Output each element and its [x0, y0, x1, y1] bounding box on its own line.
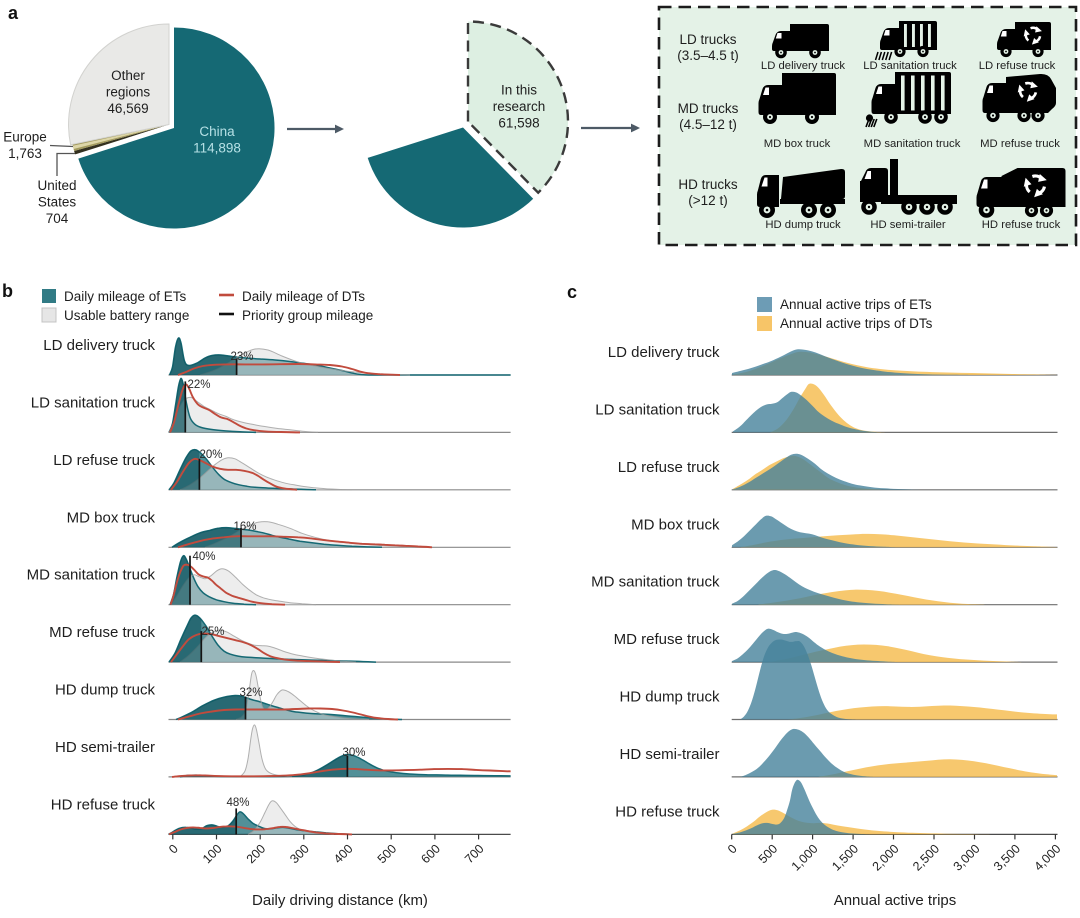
svg-text:704: 704 — [46, 211, 69, 226]
svg-text:30%: 30% — [342, 747, 365, 759]
svg-text:22%: 22% — [187, 379, 210, 391]
svg-text:a: a — [8, 3, 19, 23]
svg-text:Daily mileage of DTs: Daily mileage of DTs — [242, 289, 365, 304]
svg-text:114,898: 114,898 — [193, 141, 241, 156]
svg-text:MD box truck: MD box truck — [764, 138, 831, 150]
svg-text:LD delivery truck: LD delivery truck — [761, 60, 845, 72]
svg-text:c: c — [567, 282, 577, 302]
svg-text:Priority group mileage: Priority group mileage — [242, 308, 373, 323]
svg-text:61,598: 61,598 — [498, 116, 539, 131]
svg-text:(3.5–4.5 t): (3.5–4.5 t) — [677, 48, 739, 63]
svg-text:32%: 32% — [239, 687, 262, 699]
svg-text:LD sanitation truck: LD sanitation truck — [31, 394, 156, 411]
svg-text:Annual active trips: Annual active trips — [834, 892, 957, 909]
svg-text:LD delivery truck: LD delivery truck — [608, 344, 720, 361]
svg-text:(4.5–12 t): (4.5–12 t) — [679, 117, 737, 132]
svg-text:LD trucks: LD trucks — [679, 32, 736, 47]
svg-text:HD refuse truck: HD refuse truck — [982, 219, 1061, 231]
svg-text:United: United — [37, 178, 76, 193]
svg-text:LD delivery truck: LD delivery truck — [43, 337, 155, 354]
svg-text:Other: Other — [111, 68, 145, 83]
svg-text:HD dump truck: HD dump truck — [619, 689, 720, 706]
svg-text:20%: 20% — [199, 449, 222, 461]
svg-text:40%: 40% — [192, 551, 215, 563]
svg-text:LD refuse truck: LD refuse truck — [618, 459, 720, 476]
svg-text:Usable battery range: Usable battery range — [64, 308, 189, 323]
svg-text:MD sanitation truck: MD sanitation truck — [27, 567, 156, 584]
svg-text:46,569: 46,569 — [107, 101, 148, 116]
svg-text:LD refuse truck: LD refuse truck — [979, 60, 1056, 72]
svg-text:b: b — [2, 281, 13, 301]
svg-text:(>12 t): (>12 t) — [688, 193, 727, 208]
svg-text:1,763: 1,763 — [8, 146, 42, 161]
svg-text:HD refuse truck: HD refuse truck — [615, 803, 720, 820]
svg-text:China: China — [199, 124, 235, 139]
svg-text:Daily driving distance (km): Daily driving distance (km) — [252, 892, 428, 909]
svg-text:MD sanitation truck: MD sanitation truck — [591, 574, 720, 591]
svg-text:HD dump truck: HD dump truck — [55, 682, 156, 699]
svg-text:LD sanitation truck: LD sanitation truck — [595, 401, 720, 418]
svg-text:In this: In this — [501, 83, 537, 98]
svg-text:HD semi-trailer: HD semi-trailer — [619, 746, 719, 763]
svg-text:MD refuse truck: MD refuse truck — [980, 138, 1060, 150]
svg-text:MD trucks: MD trucks — [678, 101, 739, 116]
svg-text:Annual active trips of DTs: Annual active trips of DTs — [780, 316, 933, 331]
svg-text:MD refuse truck: MD refuse truck — [614, 631, 720, 648]
svg-text:23%: 23% — [230, 351, 253, 363]
svg-text:HD dump truck: HD dump truck — [765, 219, 841, 231]
svg-text:HD refuse truck: HD refuse truck — [51, 796, 156, 813]
svg-text:LD sanitation truck: LD sanitation truck — [863, 60, 957, 72]
svg-text:research: research — [493, 99, 546, 114]
svg-text:25%: 25% — [201, 626, 224, 638]
svg-text:Europe: Europe — [3, 130, 47, 145]
svg-text:MD box truck: MD box truck — [67, 509, 156, 526]
svg-text:HD trucks: HD trucks — [678, 177, 738, 192]
svg-text:HD semi-trailer: HD semi-trailer — [870, 219, 946, 231]
svg-text:Annual active trips of ETs: Annual active trips of ETs — [780, 297, 932, 312]
svg-text:regions: regions — [106, 85, 151, 100]
svg-text:MD box truck: MD box truck — [631, 516, 720, 533]
svg-text:MD refuse truck: MD refuse truck — [49, 624, 155, 641]
svg-text:MD sanitation truck: MD sanitation truck — [864, 138, 961, 150]
svg-text:HD semi-trailer: HD semi-trailer — [55, 739, 155, 756]
svg-text:LD refuse truck: LD refuse truck — [53, 452, 155, 469]
svg-text:48%: 48% — [226, 797, 249, 809]
svg-text:16%: 16% — [233, 521, 256, 533]
svg-text:States: States — [38, 195, 77, 210]
svg-text:Daily mileage of ETs: Daily mileage of ETs — [64, 289, 187, 304]
